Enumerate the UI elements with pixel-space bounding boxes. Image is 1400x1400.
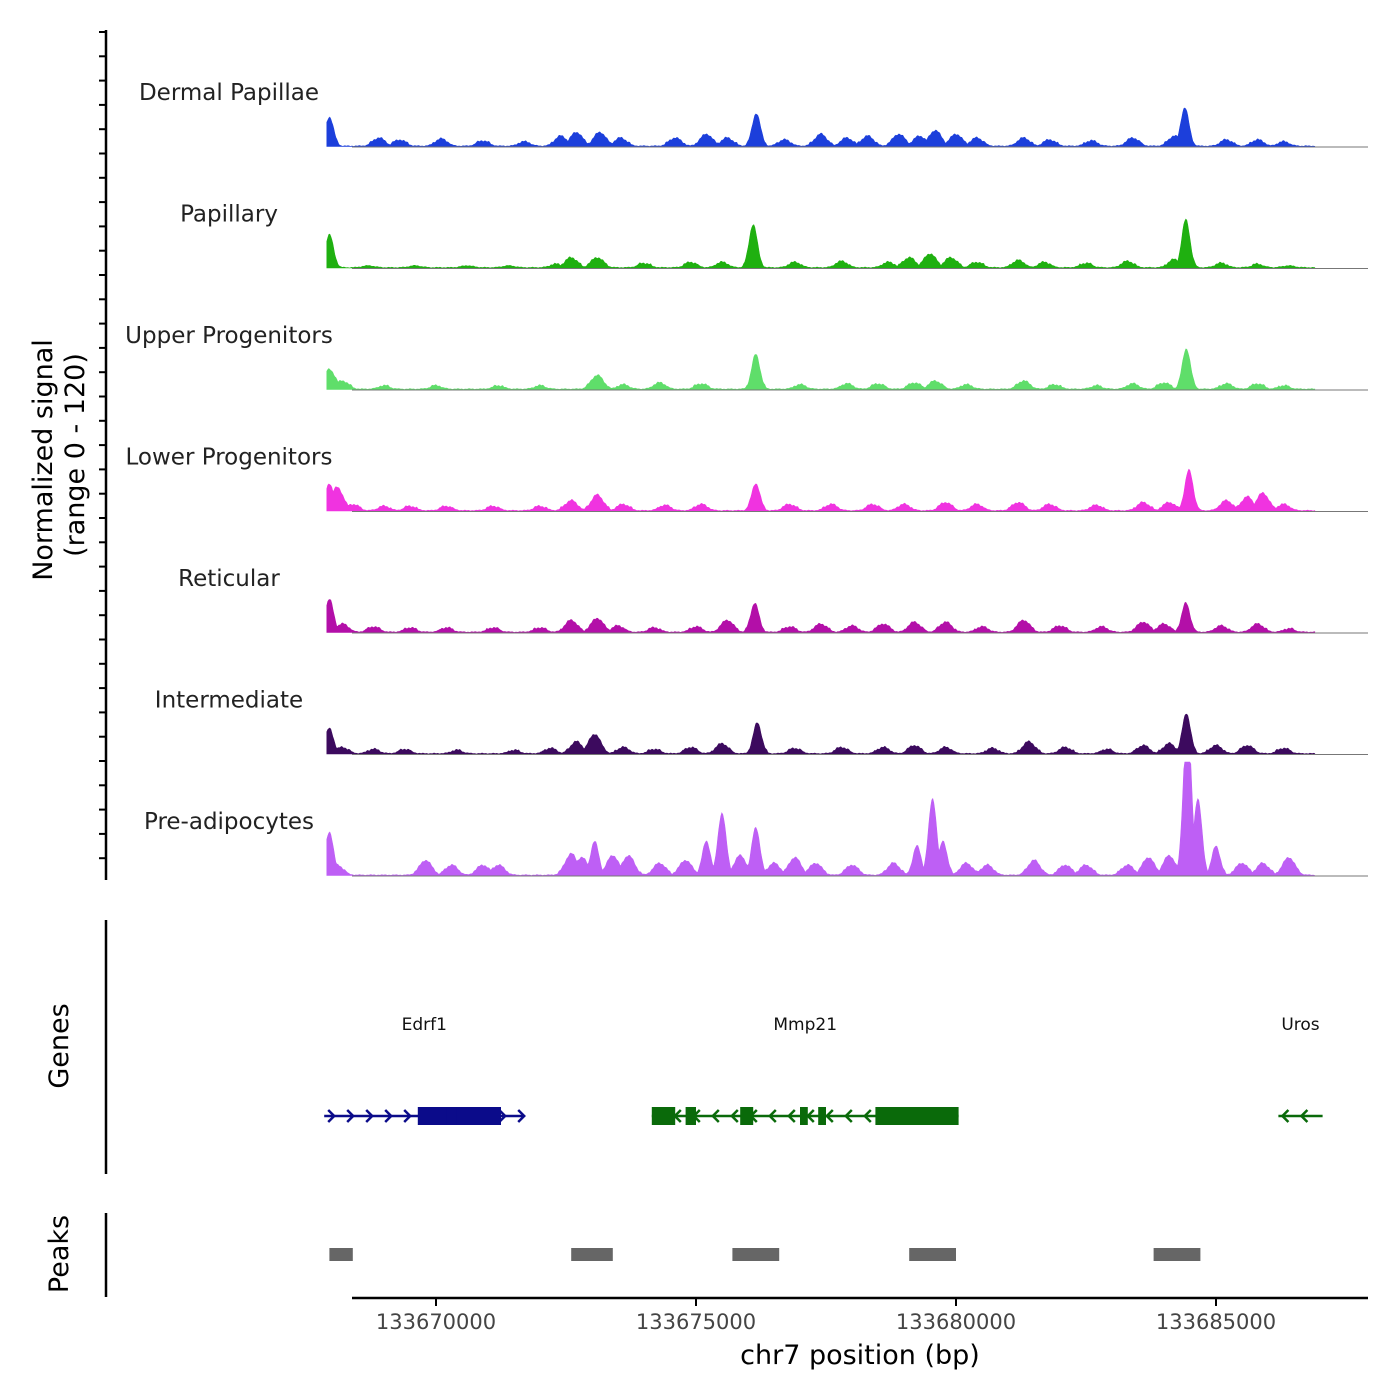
track-reticular: Reticular bbox=[178, 566, 1368, 634]
strand-chevron bbox=[730, 1109, 739, 1123]
peak-region bbox=[329, 1248, 353, 1261]
strand-chevron bbox=[825, 1109, 834, 1123]
signal-area bbox=[326, 218, 1316, 269]
track-label: Dermal Papillae bbox=[139, 80, 319, 106]
exon bbox=[417, 1107, 501, 1125]
track-upper-progenitors: Upper Progenitors bbox=[125, 323, 1368, 391]
strand-chevron bbox=[384, 1109, 393, 1123]
signal-area bbox=[326, 599, 1316, 633]
strand-chevron bbox=[365, 1109, 374, 1123]
x-axis-title: chr7 position (bp) bbox=[740, 1340, 980, 1371]
exon bbox=[740, 1107, 754, 1125]
strand-chevron bbox=[403, 1109, 412, 1123]
track-label: Intermediate bbox=[155, 688, 303, 714]
peak-region bbox=[571, 1248, 613, 1261]
gene-annotation-track: Edrf1 Mmp21 Uros bbox=[324, 1015, 1323, 1125]
x-tick-label: 133685000 bbox=[1156, 1310, 1276, 1334]
genes-panel-label: Genes bbox=[44, 1003, 75, 1088]
gene-label: Mmp21 bbox=[773, 1015, 837, 1035]
peaks-panel-label: Peaks bbox=[44, 1215, 75, 1293]
peak-region bbox=[1153, 1248, 1201, 1261]
strand-chevron bbox=[327, 1109, 336, 1123]
y-axis-title-line1: Normalized signal bbox=[28, 339, 59, 581]
strand-chevron bbox=[863, 1109, 872, 1123]
track-dermal-papillae: Dermal Papillae bbox=[139, 80, 1368, 148]
y-axis-title-line2: (range 0 - 120) bbox=[60, 353, 91, 557]
gene-label: Uros bbox=[1281, 1015, 1319, 1035]
exon bbox=[446, 1107, 457, 1125]
gene-mmp21: Mmp21 bbox=[651, 1015, 959, 1125]
strand-chevron bbox=[768, 1109, 777, 1123]
coverage-tracks: Dermal Papillae Papillary Upper Progenitor… bbox=[125, 80, 1368, 877]
signal-area bbox=[326, 107, 1316, 147]
gene-label: Edrf1 bbox=[402, 1015, 447, 1035]
x-tick-label: 133680000 bbox=[896, 1310, 1016, 1334]
strand-chevron bbox=[1280, 1109, 1290, 1123]
peak-region bbox=[732, 1248, 780, 1261]
x-tick-label: 133675000 bbox=[636, 1310, 756, 1334]
y-axis bbox=[99, 30, 108, 1297]
signal-area bbox=[326, 713, 1316, 755]
track-lower-progenitors: Lower Progenitors bbox=[126, 445, 1368, 512]
track-pre-adipocytes: Pre-adipocytes bbox=[144, 761, 1368, 877]
gene-edrf1: Edrf1 bbox=[324, 1015, 526, 1125]
exon bbox=[800, 1107, 808, 1125]
track-label: Papillary bbox=[180, 202, 278, 228]
signal-area bbox=[326, 348, 1316, 390]
track-intermediate: Intermediate bbox=[155, 688, 1368, 755]
peak-region bbox=[909, 1248, 956, 1261]
exon bbox=[651, 1107, 676, 1125]
track-papillary: Papillary bbox=[180, 202, 1368, 269]
strand-chevron bbox=[346, 1109, 355, 1123]
signal-area bbox=[326, 761, 1315, 876]
strand-chevron bbox=[844, 1109, 853, 1123]
strand-chevron bbox=[517, 1109, 526, 1123]
peak-regions-track bbox=[329, 1248, 1201, 1261]
signal-area bbox=[326, 468, 1316, 512]
exon bbox=[875, 1107, 959, 1125]
x-tick-label: 133670000 bbox=[376, 1310, 496, 1334]
gene-uros: Uros bbox=[1278, 1015, 1323, 1123]
track-label: Upper Progenitors bbox=[125, 323, 333, 349]
exon bbox=[818, 1107, 826, 1125]
strand-chevron bbox=[498, 1109, 507, 1123]
track-label: Lower Progenitors bbox=[126, 445, 333, 471]
strand-chevron bbox=[711, 1109, 720, 1123]
strand-chevron bbox=[787, 1109, 796, 1123]
exon bbox=[685, 1107, 696, 1125]
track-label: Pre-adipocytes bbox=[144, 809, 314, 835]
track-label: Reticular bbox=[178, 566, 280, 592]
strand-chevron bbox=[1299, 1109, 1309, 1123]
x-axis: 133670000 133675000 133680000 133685000 bbox=[352, 1296, 1368, 1334]
